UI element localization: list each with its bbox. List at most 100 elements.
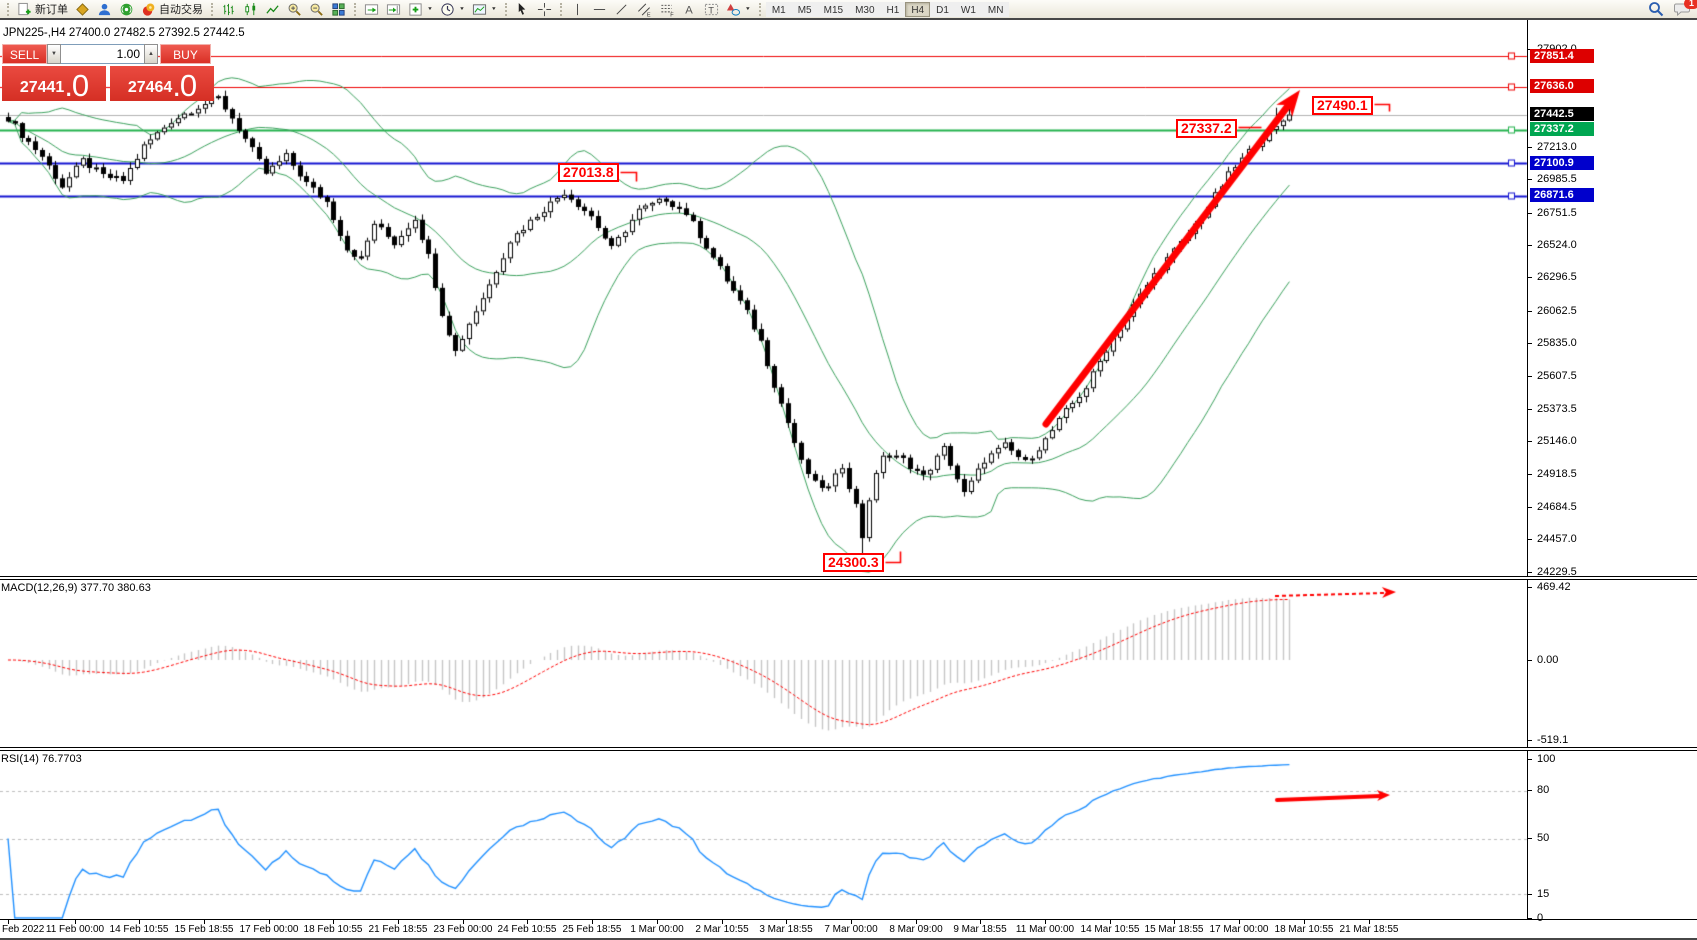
time-tick-mark bbox=[8, 920, 9, 924]
price-callout[interactable]: 27490.1 bbox=[1312, 96, 1373, 115]
pane-splitter[interactable] bbox=[0, 576, 1697, 580]
price-level-badge: 27100.9 bbox=[1530, 156, 1594, 170]
line-chart-icon bbox=[265, 2, 280, 17]
text-button[interactable]: A bbox=[679, 1, 700, 18]
price-tick-label: 24229.5 bbox=[1537, 566, 1577, 578]
volume-increase-button[interactable]: ▲ bbox=[144, 44, 158, 64]
fibonacci-icon: F bbox=[659, 2, 675, 17]
search-button[interactable] bbox=[1645, 1, 1667, 18]
indicators-button[interactable]: ▼ bbox=[405, 1, 436, 18]
price-tick-mark bbox=[1527, 179, 1532, 180]
horizontal-line-icon bbox=[592, 2, 607, 17]
vertical-line-icon bbox=[570, 2, 585, 17]
price-callout[interactable]: 27013.8 bbox=[558, 163, 619, 182]
crosshair-icon bbox=[537, 2, 552, 17]
new-order-button[interactable]: 新订单 bbox=[14, 1, 71, 18]
spinner-down-icon: ▼ bbox=[51, 51, 57, 57]
rsi-tick-mark bbox=[1527, 790, 1532, 791]
zoom-in-button[interactable] bbox=[284, 1, 305, 18]
chart-title: JPN225-,H4 27400.0 27482.5 27392.5 27442… bbox=[3, 27, 245, 39]
buy-price-button[interactable]: 27464.0 bbox=[110, 66, 214, 101]
candlestick-chart-icon bbox=[243, 2, 258, 17]
sell-price-button[interactable]: 27441.0 bbox=[2, 66, 106, 101]
crosshair-button[interactable] bbox=[534, 1, 555, 18]
notifications-button[interactable]: 1 bbox=[1671, 0, 1697, 18]
time-tick-mark bbox=[1369, 920, 1370, 924]
price-callout[interactable]: 27337.2 bbox=[1176, 119, 1237, 138]
time-tick-label: 15 Mar 18:55 bbox=[1144, 924, 1204, 935]
timeframe-m30[interactable]: M30 bbox=[849, 2, 881, 17]
volume-decrease-button[interactable]: ▼ bbox=[47, 44, 61, 64]
price-callout[interactable]: 24300.3 bbox=[823, 553, 884, 572]
time-tick-mark bbox=[1110, 920, 1111, 924]
toolbar-grip bbox=[7, 2, 9, 16]
timeframe-mn[interactable]: MN bbox=[981, 2, 1010, 17]
auto-scroll-button[interactable] bbox=[361, 1, 382, 18]
time-tick-label: 8 Mar 09:00 bbox=[889, 924, 943, 935]
fibonacci-button[interactable]: F bbox=[656, 1, 678, 18]
macd-tick-mark bbox=[1527, 587, 1532, 588]
text-label-button[interactable]: T bbox=[701, 1, 722, 18]
vertical-line-button[interactable] bbox=[567, 1, 588, 18]
channel-button[interactable]: E bbox=[633, 1, 655, 18]
timeframe-h1[interactable]: H1 bbox=[880, 2, 906, 17]
price-tick-label: 25373.5 bbox=[1537, 403, 1577, 415]
chart-shift-button[interactable] bbox=[383, 1, 404, 18]
pane-splitter[interactable] bbox=[0, 747, 1697, 751]
time-tick-label: 17 Mar 00:00 bbox=[1209, 924, 1269, 935]
template-icon bbox=[472, 2, 487, 17]
price-tick-label: 24918.5 bbox=[1537, 468, 1577, 480]
timeframe-d1[interactable]: D1 bbox=[930, 2, 955, 17]
templates-button[interactable]: ▼ bbox=[469, 1, 500, 18]
line-chart-button[interactable] bbox=[262, 1, 283, 18]
chart-shift-icon bbox=[386, 2, 401, 17]
bar-chart-button[interactable] bbox=[218, 1, 239, 18]
time-tick-mark bbox=[1304, 920, 1305, 924]
time-tick-label: 18 Mar 10:55 bbox=[1274, 924, 1334, 935]
price-level-badge: 27851.4 bbox=[1530, 49, 1594, 63]
new-order-icon bbox=[17, 2, 32, 17]
price-tick-mark bbox=[1527, 311, 1532, 312]
time-tick-mark bbox=[75, 920, 76, 924]
time-tick-mark bbox=[851, 920, 852, 924]
shapes-button[interactable]: ▼ bbox=[723, 1, 754, 18]
sell-button[interactable]: SELL bbox=[2, 44, 47, 64]
time-tick-mark bbox=[333, 920, 334, 924]
time-tick-label: 11 Mar 00:00 bbox=[1015, 924, 1075, 935]
buy-button[interactable]: BUY bbox=[160, 44, 211, 64]
macd-tick-mark bbox=[1527, 740, 1532, 741]
trendline-button[interactable] bbox=[611, 1, 632, 18]
rsi-scale-label: 15 bbox=[1537, 888, 1550, 900]
autotrade-button[interactable]: 自动交易 bbox=[138, 1, 206, 18]
time-tick-mark bbox=[527, 920, 528, 924]
candlestick-chart-button[interactable] bbox=[240, 1, 261, 18]
dropdown-arrow-icon: ▼ bbox=[490, 6, 497, 12]
cursor-button[interactable] bbox=[512, 1, 533, 18]
signal-button[interactable] bbox=[116, 1, 137, 18]
signal-icon bbox=[119, 2, 134, 17]
price-tick-mark bbox=[1527, 507, 1532, 508]
timeframe-m1[interactable]: M1 bbox=[765, 2, 792, 17]
zoom-out-button[interactable] bbox=[306, 1, 327, 18]
notification-badge: 1 bbox=[1684, 0, 1697, 9]
timeframe-m5[interactable]: M5 bbox=[791, 2, 818, 17]
channel-icon: E bbox=[636, 2, 652, 17]
toolbar-grip bbox=[758, 2, 761, 16]
svg-text:E: E bbox=[647, 12, 651, 16]
volume-input[interactable] bbox=[61, 44, 144, 64]
timeframe-m15[interactable]: M15 bbox=[817, 2, 850, 17]
tile-windows-button[interactable] bbox=[328, 1, 349, 18]
price-tick-mark bbox=[1527, 49, 1532, 50]
timeframe-w1[interactable]: W1 bbox=[954, 2, 982, 17]
time-tick-label: 15 Feb 18:55 bbox=[174, 924, 234, 935]
time-tick-mark bbox=[1174, 920, 1175, 924]
navigator-button[interactable] bbox=[72, 1, 93, 18]
rsi-scale-label: 80 bbox=[1537, 784, 1550, 796]
price-tick-mark bbox=[1527, 343, 1532, 344]
horizontal-line-button[interactable] bbox=[589, 1, 610, 18]
periods-button[interactable]: ▼ bbox=[437, 1, 468, 18]
timeframe-h4[interactable]: H4 bbox=[905, 2, 931, 17]
time-tick-label: 3 Mar 18:55 bbox=[759, 924, 813, 935]
market-watch-button[interactable] bbox=[94, 1, 115, 18]
